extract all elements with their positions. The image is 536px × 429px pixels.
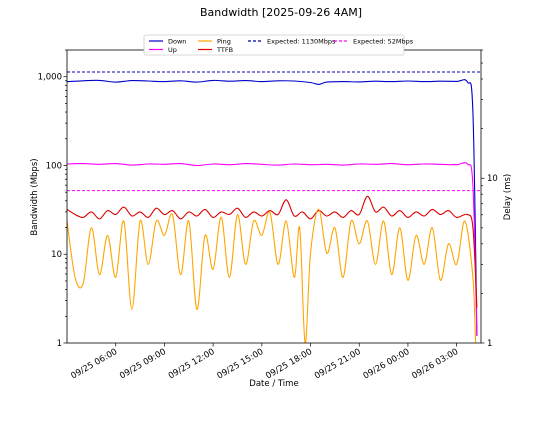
- plot-frame: [66, 49, 482, 344]
- series-line-down: [67, 79, 478, 337]
- legend-label: TTFB: [216, 46, 233, 54]
- y2-tick-label: 1: [487, 339, 492, 349]
- legend-label: Expected: 52Mbps: [353, 38, 414, 46]
- x-tick-label: 09/25 09:00: [118, 347, 168, 382]
- series-line-ttfb: [67, 195, 478, 308]
- x-tick-label: 09/25 18:00: [264, 347, 314, 382]
- y-tick-label: 1: [57, 339, 62, 349]
- legend-label: Down: [168, 38, 186, 46]
- x-tick-label: 09/25 06:00: [69, 347, 119, 382]
- legend-label: Up: [168, 46, 177, 54]
- legend-label: Ping: [217, 38, 231, 46]
- x-tick-label: 09/25 21:00: [313, 347, 363, 382]
- y-tick-label: 1,000: [38, 73, 62, 83]
- plot-area: [67, 71, 481, 343]
- chart-title: Bandwidth [2025-09-26 4AM]: [200, 6, 362, 19]
- x-tick-label: 09/26 03:00: [410, 347, 460, 382]
- x-tick-label: 09/26 00:00: [362, 347, 412, 382]
- legend-label: Expected: 1130Mbps: [267, 38, 336, 46]
- y2-axis-label: Delay (ms): [503, 174, 513, 220]
- y-axis-label: Bandwidth (Mbps): [30, 158, 40, 235]
- x-tick-label: 09/25 12:00: [167, 347, 217, 382]
- y-tick-label: 100: [46, 161, 62, 171]
- x-tick-label: 09/25 15:00: [216, 347, 266, 382]
- y2-tick-label: 10: [487, 174, 498, 184]
- y-tick-label: 10: [51, 250, 62, 260]
- x-axis-label: Date / Time: [249, 379, 298, 389]
- series-line-up: [67, 162, 478, 337]
- series-line-ping: [67, 208, 477, 343]
